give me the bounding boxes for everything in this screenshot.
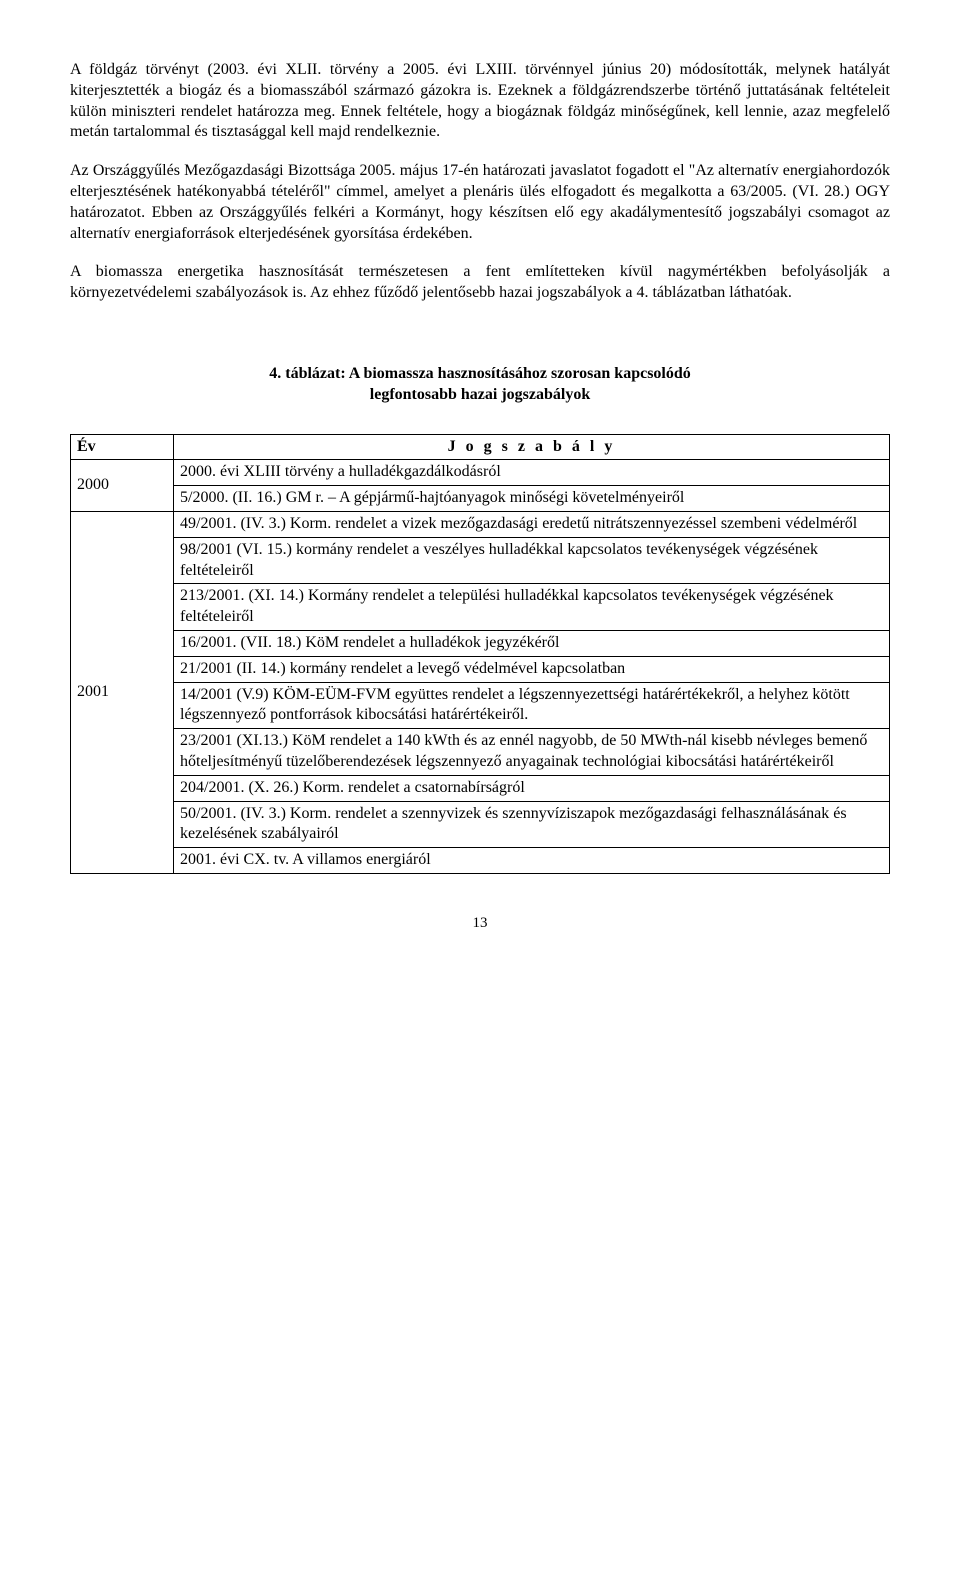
table-row: 21/2001 (II. 14.) kormány rendelet a lev… xyxy=(71,656,890,682)
table-row: 50/2001. (IV. 3.) Korm. rendelet a szenn… xyxy=(71,801,890,848)
table-row: 16/2001. (VII. 18.) KöM rendelet a hulla… xyxy=(71,630,890,656)
law-cell: 21/2001 (II. 14.) kormány rendelet a lev… xyxy=(174,656,890,682)
law-cell: 14/2001 (V.9) KÖM-EÜM-FVM együttes rende… xyxy=(174,682,890,729)
table-title-line1: 4. táblázat: A biomassza hasznosításához… xyxy=(269,365,691,382)
law-cell: 2000. évi XLIII törvény a hulladékgazdál… xyxy=(174,460,890,486)
table-row: 14/2001 (V.9) KÖM-EÜM-FVM együttes rende… xyxy=(71,682,890,729)
table-row: 98/2001 (VI. 15.) kormány rendelet a ves… xyxy=(71,537,890,584)
table-row: 5/2000. (II. 16.) GM r. – A gépjármű-haj… xyxy=(71,486,890,512)
law-cell: 5/2000. (II. 16.) GM r. – A gépjármű-haj… xyxy=(174,486,890,512)
paragraph-3: A biomassza energetika hasznosítását ter… xyxy=(70,262,890,304)
year-cell-2001: 2001 xyxy=(71,511,174,873)
table-title-line2: legfontosabb hazai jogszabályok xyxy=(370,386,590,403)
header-law: J o g s z a b á l y xyxy=(174,434,890,460)
paragraph-2: Az Országgyűlés Mezőgazdasági Bizottsága… xyxy=(70,161,890,244)
table-row: 2001. évi CX. tv. A villamos energiáról xyxy=(71,848,890,874)
law-cell: 213/2001. (XI. 14.) Kormány rendelet a t… xyxy=(174,584,890,631)
law-cell: 49/2001. (IV. 3.) Korm. rendelet a vizek… xyxy=(174,511,890,537)
table-row: 2001 49/2001. (IV. 3.) Korm. rendelet a … xyxy=(71,511,890,537)
law-cell: 98/2001 (VI. 15.) kormány rendelet a ves… xyxy=(174,537,890,584)
table-row: 2000 2000. évi XLIII törvény a hulladékg… xyxy=(71,460,890,486)
law-cell: 204/2001. (X. 26.) Korm. rendelet a csat… xyxy=(174,775,890,801)
law-cell: 2001. évi CX. tv. A villamos energiáról xyxy=(174,848,890,874)
table-row: 213/2001. (XI. 14.) Kormány rendelet a t… xyxy=(71,584,890,631)
table-row: 204/2001. (X. 26.) Korm. rendelet a csat… xyxy=(71,775,890,801)
law-table: Év J o g s z a b á l y 2000 2000. évi XL… xyxy=(70,434,890,874)
year-cell-2000: 2000 xyxy=(71,460,174,512)
law-cell: 50/2001. (IV. 3.) Korm. rendelet a szenn… xyxy=(174,801,890,848)
header-year: Év xyxy=(71,434,174,460)
table-header-row: Év J o g s z a b á l y xyxy=(71,434,890,460)
table-title: 4. táblázat: A biomassza hasznosításához… xyxy=(70,364,890,406)
page-number: 13 xyxy=(70,914,890,934)
law-cell: 23/2001 (XI.13.) KöM rendelet a 140 kWth… xyxy=(174,729,890,776)
paragraph-1: A földgáz törvényt (2003. évi XLII. törv… xyxy=(70,60,890,143)
table-row: 23/2001 (XI.13.) KöM rendelet a 140 kWth… xyxy=(71,729,890,776)
law-cell: 16/2001. (VII. 18.) KöM rendelet a hulla… xyxy=(174,630,890,656)
